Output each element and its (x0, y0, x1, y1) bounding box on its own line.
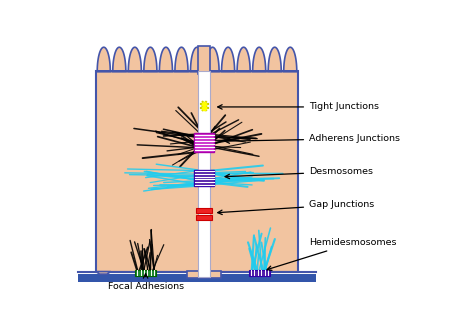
Bar (187, 271, 221, 278)
Polygon shape (283, 47, 298, 71)
Bar (194, 170, 214, 186)
Bar (196, 215, 212, 220)
Text: Hemidesmosomes: Hemidesmosomes (267, 238, 397, 270)
Bar (194, 133, 214, 152)
Polygon shape (251, 47, 267, 71)
Polygon shape (96, 47, 111, 71)
Polygon shape (220, 47, 236, 71)
Bar (249, 270, 270, 276)
Text: Desmosomes: Desmosomes (225, 167, 373, 179)
Polygon shape (267, 47, 283, 71)
Polygon shape (96, 272, 110, 274)
Polygon shape (189, 47, 205, 71)
Polygon shape (236, 47, 251, 71)
Text: Tight Junctions: Tight Junctions (218, 102, 379, 112)
Bar (78, 274, 317, 281)
Polygon shape (158, 47, 173, 71)
Polygon shape (173, 47, 189, 71)
Bar (136, 270, 155, 276)
Polygon shape (96, 71, 298, 272)
Polygon shape (205, 47, 220, 71)
Bar (199, 71, 210, 277)
Bar (199, 46, 210, 74)
Text: Gap Junctions: Gap Junctions (218, 200, 374, 214)
Polygon shape (143, 47, 158, 71)
Polygon shape (127, 47, 143, 71)
Text: Adherens Junctions: Adherens Junctions (225, 134, 400, 143)
Bar (196, 208, 212, 213)
Polygon shape (111, 47, 127, 71)
Text: Focal Adhesions: Focal Adhesions (108, 274, 183, 291)
